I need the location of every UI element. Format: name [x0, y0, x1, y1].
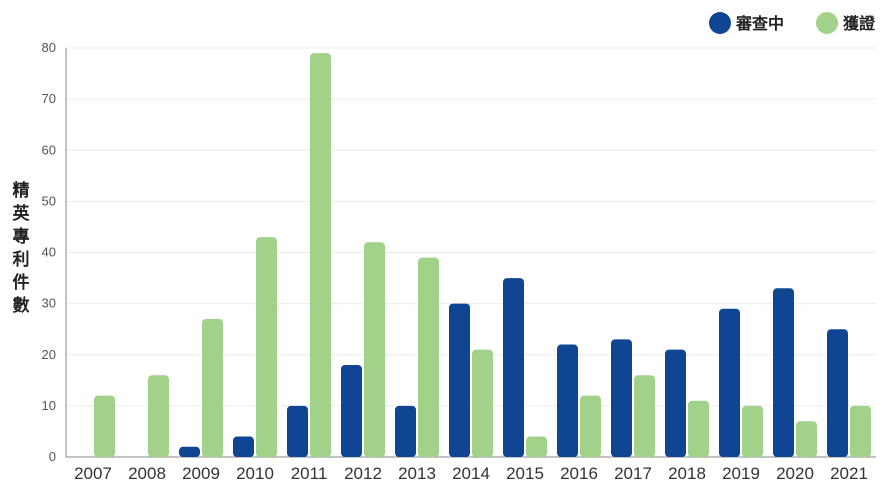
bar-granted-2018: [688, 400, 709, 457]
x-axis-ticks: 2007 2008 2009 2010 2011 2012 2013 2014 2015 2016…: [74, 464, 868, 483]
x-tick-label: 2009: [182, 464, 220, 483]
legend: 審查中 獲證: [709, 12, 876, 34]
x-tick-label: 2007: [74, 464, 112, 483]
bar-pending-2018: [665, 349, 686, 457]
x-tick-label: 2021: [830, 464, 868, 483]
y-tick-label: 20: [42, 347, 56, 362]
bar-granted-2012: [364, 242, 385, 457]
y-tick-label: 60: [42, 142, 56, 157]
y-tick-label: 40: [42, 245, 56, 260]
bar-granted-2007: [94, 395, 115, 457]
y-axis-label-char: 專: [12, 227, 30, 247]
x-tick-label: 2019: [722, 464, 760, 483]
bar-granted-2009: [202, 318, 223, 457]
x-tick-label: 2014: [452, 464, 490, 483]
y-tick-label: 0: [49, 449, 56, 464]
bar-granted-2010: [256, 237, 277, 457]
y-axis-ticks: 0 10 20 30 40 50 60 70 80: [42, 40, 56, 464]
y-axis-label-char: 精: [12, 181, 30, 201]
y-tick-label: 50: [42, 193, 56, 208]
y-tick-label: 80: [42, 40, 56, 55]
bar-granted-2015: [526, 436, 547, 457]
x-tick-label: 2008: [128, 464, 166, 483]
y-axis-label: 精 英 專 利 件 數: [10, 180, 32, 318]
gridlines: [66, 47, 876, 407]
y-axis-label-char: 件: [12, 273, 30, 293]
bar-pending-2013: [395, 405, 416, 457]
x-tick-label: 2017: [614, 464, 652, 483]
bar-granted-2016: [580, 395, 601, 457]
y-tick-label: 10: [42, 398, 56, 413]
bar-granted-2011: [310, 53, 331, 458]
bar-pending-2015: [503, 278, 524, 457]
bars: [94, 53, 871, 458]
legend-swatch-granted: [816, 12, 838, 34]
legend-swatch-pending: [709, 12, 731, 34]
bar-pending-2020: [773, 288, 794, 457]
bar-pending-2021: [827, 329, 848, 457]
bar-granted-2008: [148, 375, 169, 457]
x-tick-label: 2016: [560, 464, 598, 483]
bar-pending-2016: [557, 344, 578, 457]
y-axis-label-char: 利: [12, 250, 30, 270]
bar-pending-2019: [719, 308, 740, 457]
bar-granted-2019: [742, 405, 763, 457]
x-tick-label: 2012: [344, 464, 382, 483]
bar-pending-2011: [287, 405, 308, 457]
bar-pending-2012: [341, 364, 362, 457]
bar-granted-2013: [418, 257, 439, 457]
bar-pending-2014: [449, 303, 470, 457]
x-tick-label: 2010: [236, 464, 274, 483]
x-tick-label: 2015: [506, 464, 544, 483]
bar-pending-2010: [233, 436, 254, 457]
bar-granted-2014: [472, 349, 493, 457]
legend-label-granted: 獲證: [843, 14, 876, 33]
y-axis-label-char: 英: [12, 204, 30, 224]
bar-granted-2020: [796, 421, 817, 457]
y-axis-label-char: 數: [12, 296, 30, 316]
bar-granted-2017: [634, 375, 655, 457]
bar-pending-2017: [611, 339, 632, 457]
x-tick-label: 2020: [776, 464, 814, 483]
bar-granted-2021: [850, 405, 871, 457]
y-tick-label: 30: [42, 296, 56, 311]
legend-label-pending: 審查中: [735, 14, 784, 33]
x-tick-label: 2011: [291, 464, 328, 483]
y-tick-label: 70: [42, 91, 56, 106]
bar-pending-2009: [179, 446, 200, 457]
x-tick-label: 2013: [398, 464, 436, 483]
x-tick-label: 2018: [668, 464, 706, 483]
